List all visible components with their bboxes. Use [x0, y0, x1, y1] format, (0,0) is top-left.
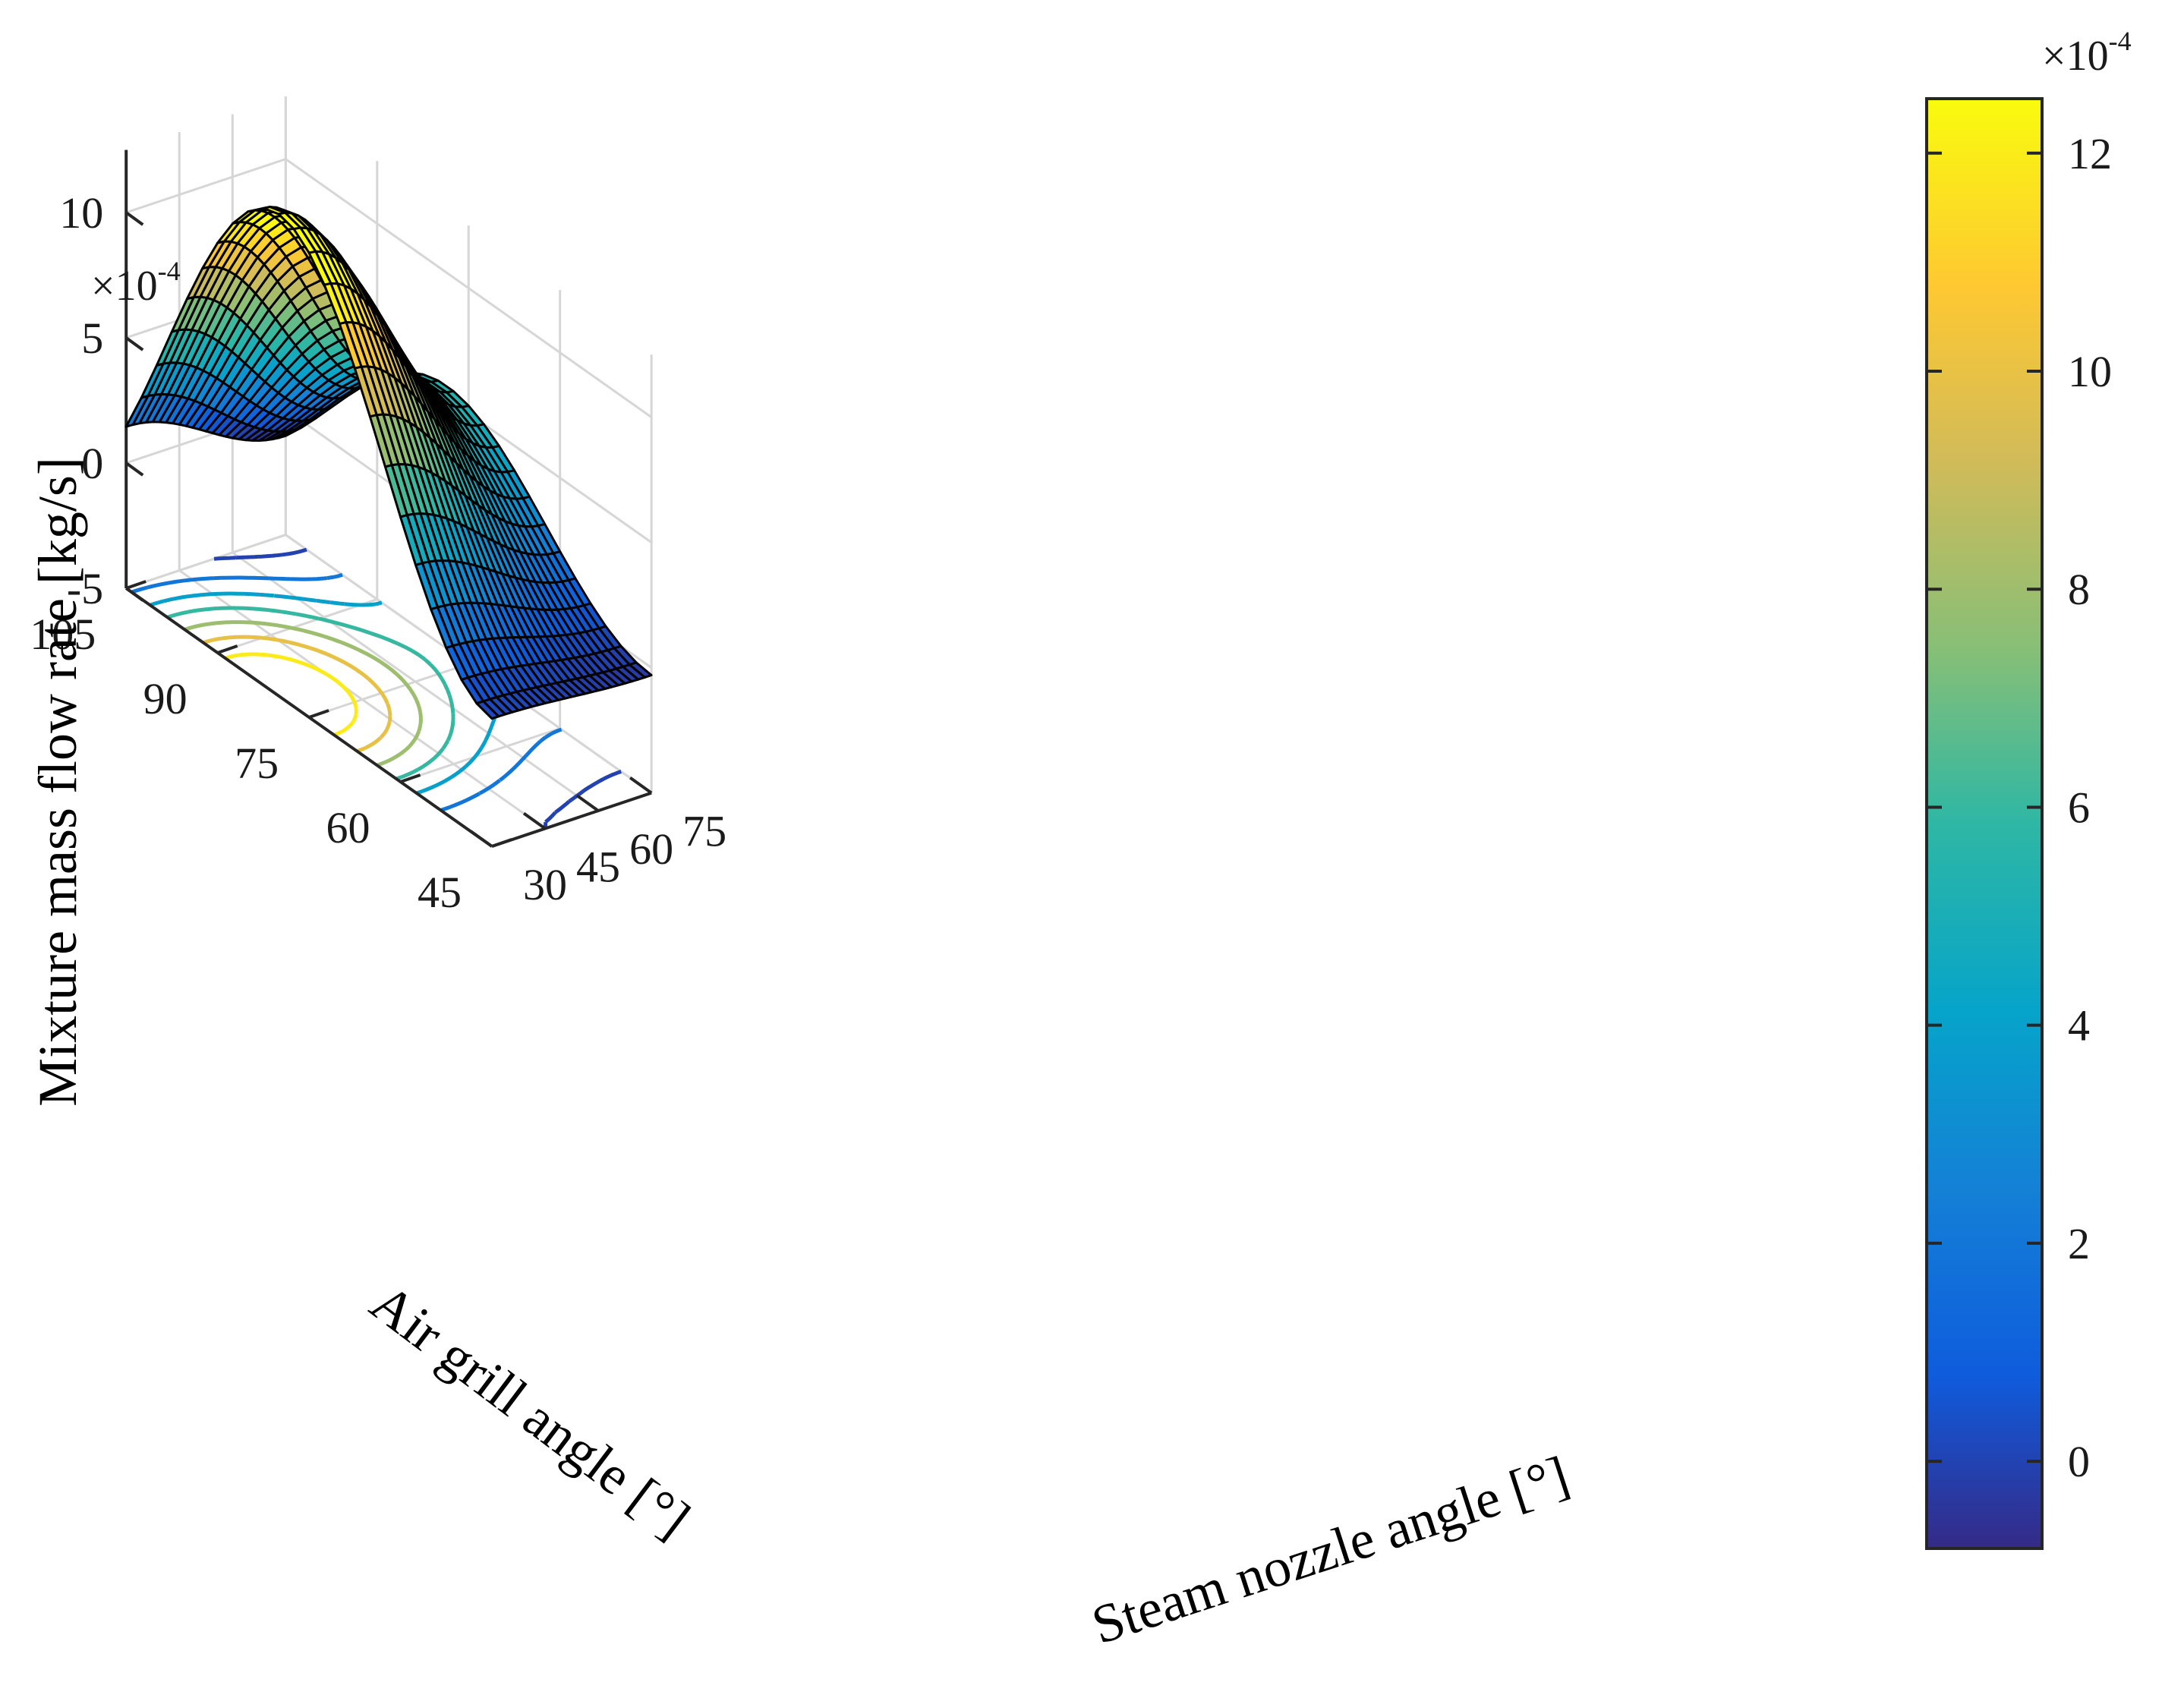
y-tick-label: 105	[30, 610, 96, 659]
x-tick-label: 75	[682, 807, 726, 856]
colorbar-exponent-label: ×10-4	[2042, 26, 2132, 80]
y-tick-mark	[125, 580, 147, 590]
x-axis-line	[491, 791, 652, 848]
contour-level-12	[224, 652, 358, 737]
grid-line	[285, 158, 653, 418]
x-tick-mark	[575, 794, 600, 812]
grid-line	[217, 598, 378, 654]
grid-line	[125, 158, 286, 214]
z-tick-mark	[125, 211, 144, 226]
z-exponent-label: ×10-4	[91, 256, 181, 310]
colorbar-gradient	[1925, 97, 2044, 1550]
colorbar-tick-label: 10	[2068, 347, 2112, 396]
y-tick-label: 60	[326, 803, 370, 852]
grid-line	[308, 663, 469, 719]
colorbar-tick-label: 12	[2068, 129, 2112, 178]
y-tick-mark	[308, 709, 329, 719]
z-tick-label: 5	[81, 313, 103, 363]
z-tick-mark	[125, 462, 144, 477]
x-tick-mark	[629, 776, 653, 795]
colorbar-tick-label: 0	[2068, 1437, 2090, 1486]
y-tick-label: 75	[235, 739, 279, 788]
x-tick-mark	[469, 830, 493, 848]
grid-line	[125, 534, 286, 590]
z-tick-label: 10	[59, 188, 103, 238]
grid-line	[400, 727, 561, 783]
colorbar-tick-label: 8	[2068, 565, 2090, 614]
z-tick-mark	[125, 336, 144, 351]
z-axis-title: Mixture mass flow rate [kg/s]	[27, 457, 88, 1107]
surface-mesh	[124, 206, 653, 720]
z-tick-mark	[125, 587, 144, 602]
colorbar-tick-label: 4	[2068, 1001, 2090, 1051]
x-tick-label: 30	[523, 860, 567, 909]
colorbar-ticks: 0 2 4 6 8 10 12	[1927, 129, 2112, 1486]
x-tick-label: 45	[576, 843, 620, 892]
y-tick-label: 45	[418, 868, 462, 917]
axes	[124, 150, 653, 848]
z-tick-label: -5	[67, 564, 103, 613]
colorbar-tick-label: 6	[2068, 783, 2090, 832]
y-tick-label: 90	[143, 674, 188, 723]
colorbar-tick-label: 2	[2068, 1219, 2090, 1268]
z-tick-label: 0	[81, 439, 103, 488]
y-tick-mark	[216, 644, 238, 654]
x-tick-mark	[522, 811, 547, 830]
y-axis-title: Air grill angle [°]	[360, 1272, 701, 1550]
x-axis-title: Steam nozzle angle [°]	[1085, 1444, 1576, 1655]
contour-level-8	[184, 620, 423, 767]
y-tick-mark	[399, 773, 421, 783]
y-tick-mark	[491, 838, 512, 848]
colorbar: 0 2 4 6 8 10 12 ×10-4	[1925, 26, 2132, 1550]
x-tick-label: 60	[629, 824, 673, 874]
surface-patch	[475, 700, 500, 720]
